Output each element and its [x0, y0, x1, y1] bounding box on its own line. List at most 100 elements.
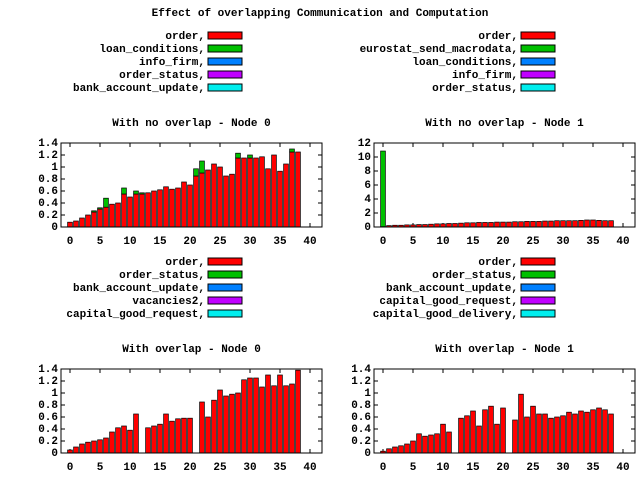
bar	[217, 166, 223, 228]
chart-title: With overlap - Node 0	[122, 344, 261, 356]
bar	[512, 419, 518, 454]
bar	[91, 210, 97, 213]
bar	[229, 393, 235, 454]
x-tick-label: 10	[436, 462, 449, 474]
bar	[476, 222, 482, 228]
bar	[500, 407, 506, 454]
bar	[205, 169, 211, 228]
bar	[518, 393, 524, 454]
legend-label: capital_good_delivery,	[373, 309, 518, 321]
legend-label: bank_account_update,	[73, 283, 205, 295]
y-tick-label: 0.2	[38, 210, 58, 222]
bar	[416, 433, 422, 454]
x-tick-label: 35	[273, 462, 287, 474]
legend-swatch	[520, 70, 556, 79]
y-tick-label: 0.8	[38, 400, 58, 412]
bar	[235, 392, 241, 454]
legend-swatch	[207, 270, 243, 279]
x-tick-label: 5	[97, 236, 104, 248]
x-tick-label: 40	[616, 236, 629, 248]
y-tick-label: 0.8	[38, 174, 58, 186]
x-tick-label: 20	[496, 462, 509, 474]
bar	[482, 222, 488, 228]
bar	[139, 193, 145, 228]
y-tick-label: 1	[51, 162, 58, 174]
legend-label: capital_good_request,	[66, 309, 205, 321]
bar	[548, 220, 554, 228]
legend-label: bank_account_update,	[386, 283, 518, 295]
bar	[524, 221, 530, 228]
y-tick-label: 2	[364, 208, 371, 220]
y-tick-label: 0	[364, 448, 371, 460]
bar	[295, 369, 301, 454]
bar	[199, 401, 205, 454]
bar	[392, 446, 398, 454]
x-tick-label: 0	[67, 462, 74, 474]
bar	[127, 196, 133, 228]
bar	[193, 175, 199, 228]
bar	[548, 417, 554, 454]
bar	[386, 448, 392, 454]
bar	[596, 407, 602, 454]
bar	[608, 413, 614, 454]
legend-label: info_firm,	[452, 70, 518, 82]
x-tick-label: 40	[303, 462, 316, 474]
bar	[229, 173, 235, 228]
bar	[175, 187, 181, 228]
bar	[199, 172, 205, 228]
bar	[283, 163, 289, 228]
bar	[476, 425, 482, 454]
bar	[494, 221, 500, 228]
chart-title: With overlap - Node 1	[435, 344, 574, 356]
legend-swatch	[520, 83, 556, 92]
bar	[530, 405, 536, 454]
bar	[289, 151, 295, 228]
bar	[145, 192, 151, 228]
bar	[145, 427, 151, 454]
bar	[187, 417, 193, 454]
bar	[524, 416, 530, 454]
bar	[271, 385, 277, 454]
bar	[241, 157, 247, 228]
bar	[109, 203, 115, 228]
legend-swatch	[207, 309, 243, 318]
bar	[85, 441, 91, 454]
bar	[247, 154, 253, 159]
bar	[482, 409, 488, 454]
plot-border	[373, 368, 636, 454]
bar	[115, 427, 121, 454]
bar	[452, 223, 458, 228]
bar	[235, 157, 241, 228]
bar	[181, 181, 187, 228]
x-tick-label: 25	[213, 236, 227, 248]
x-tick-label: 35	[586, 462, 600, 474]
bar	[464, 222, 470, 228]
y-tick-label: 1.2	[38, 150, 58, 162]
bar	[91, 440, 97, 454]
bar	[572, 220, 578, 228]
bar	[223, 395, 229, 454]
bar	[67, 221, 73, 228]
bar	[151, 425, 157, 454]
legend-label: order,	[478, 31, 518, 43]
x-tick-label: 15	[153, 462, 167, 474]
y-tick-label: 1	[364, 388, 371, 400]
y-tick-label: 12	[358, 138, 371, 150]
bar	[283, 385, 289, 454]
legend-swatch	[520, 57, 556, 66]
bar	[446, 431, 452, 454]
bar	[247, 377, 253, 454]
bar	[530, 221, 536, 228]
x-tick-label: 15	[466, 236, 480, 248]
bar	[127, 429, 133, 454]
bar	[259, 156, 265, 228]
bar	[446, 223, 452, 228]
legend-swatch	[207, 257, 243, 266]
bar	[542, 413, 548, 454]
bar	[488, 222, 494, 228]
bar	[410, 440, 416, 454]
bar	[163, 413, 169, 454]
legend-swatch	[520, 283, 556, 292]
bar	[560, 415, 566, 454]
